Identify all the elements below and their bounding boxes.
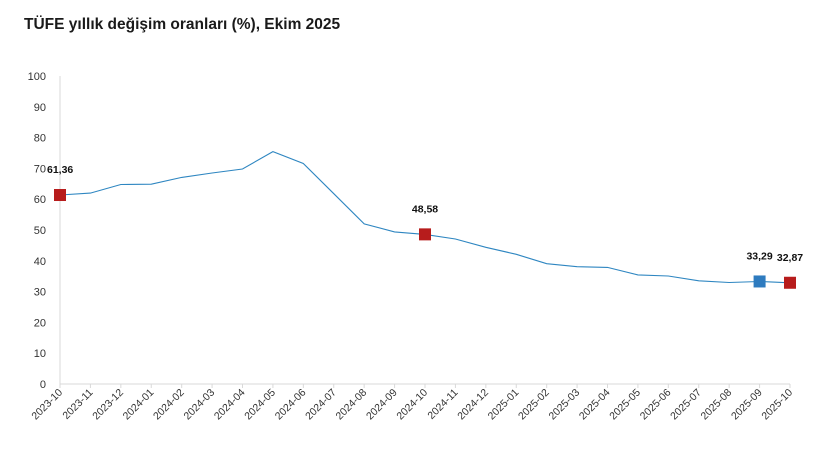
series-line (59, 150, 791, 284)
x-tick-label: 2025-07 (668, 387, 704, 423)
y-tick-label: 40 (34, 256, 46, 268)
x-tick-label: 2025-06 (638, 387, 674, 423)
data-marker (784, 276, 796, 289)
x-tick-label: 2023-11 (60, 387, 95, 422)
x-tick-label: 2024-03 (181, 387, 217, 423)
y-tick-label: 100 (28, 71, 46, 83)
x-tick-label: 2025-09 (729, 387, 765, 423)
x-tick-label: 2024-08 (334, 387, 370, 423)
chart-title: TÜFE yıllık değişim oranları (%), Ekim 2… (24, 16, 341, 33)
y-tick-label: 90 (34, 102, 46, 114)
y-tick-label: 30 (34, 287, 46, 299)
x-tick-label: 2025-08 (699, 387, 735, 423)
data-label: 32,87 (777, 252, 803, 264)
y-tick-label: 80 (34, 133, 46, 145)
y-tick-label: 60 (34, 194, 46, 206)
x-tick-label: 2024-10 (394, 387, 430, 423)
x-tick-label: 2025-05 (607, 387, 643, 423)
markers-layer: 61,36 48,58 33,29 32,87 (47, 164, 803, 289)
series-layer (59, 150, 791, 284)
x-tick-label: 2024-12 (455, 387, 491, 423)
x-axis: 2023-102023-112023-122024-012024-022024-… (29, 383, 795, 423)
y-tick-label: 10 (34, 348, 46, 360)
x-tick-label: 2024-07 (303, 387, 339, 423)
data-marker (54, 189, 66, 202)
x-tick-label: 2024-11 (425, 387, 460, 422)
x-tick-label: 2024-09 (364, 387, 400, 423)
data-label: 48,58 (412, 203, 438, 215)
x-tick-label: 2024-06 (273, 387, 309, 423)
data-label: 33,29 (746, 250, 772, 262)
x-tick-label: 2024-05 (242, 387, 278, 423)
y-tick-label: 0 (40, 379, 46, 391)
data-marker (419, 228, 431, 241)
x-tick-label: 2023-12 (90, 387, 126, 423)
x-tick-label: 2025-10 (759, 387, 795, 423)
data-label: 61,36 (47, 164, 73, 176)
x-tick-label: 2024-04 (212, 387, 248, 423)
x-tick-label: 2024-02 (151, 387, 187, 423)
x-tick-label: 2025-02 (516, 387, 552, 423)
y-tick-label: 50 (34, 225, 46, 237)
x-tick-label: 2023-10 (29, 387, 65, 423)
y-tick-label: 20 (34, 317, 46, 329)
x-tick-label: 2025-03 (546, 387, 582, 423)
data-marker (753, 275, 766, 288)
y-axis: 0 10 20 30 40 50 60 70 80 90 100 (28, 71, 61, 391)
x-tick-label: 2024-01 (121, 387, 157, 423)
y-tick-label: 70 (34, 163, 46, 175)
x-tick-label: 2025-01 (486, 387, 522, 423)
x-tick-label: 2025-04 (577, 387, 613, 423)
